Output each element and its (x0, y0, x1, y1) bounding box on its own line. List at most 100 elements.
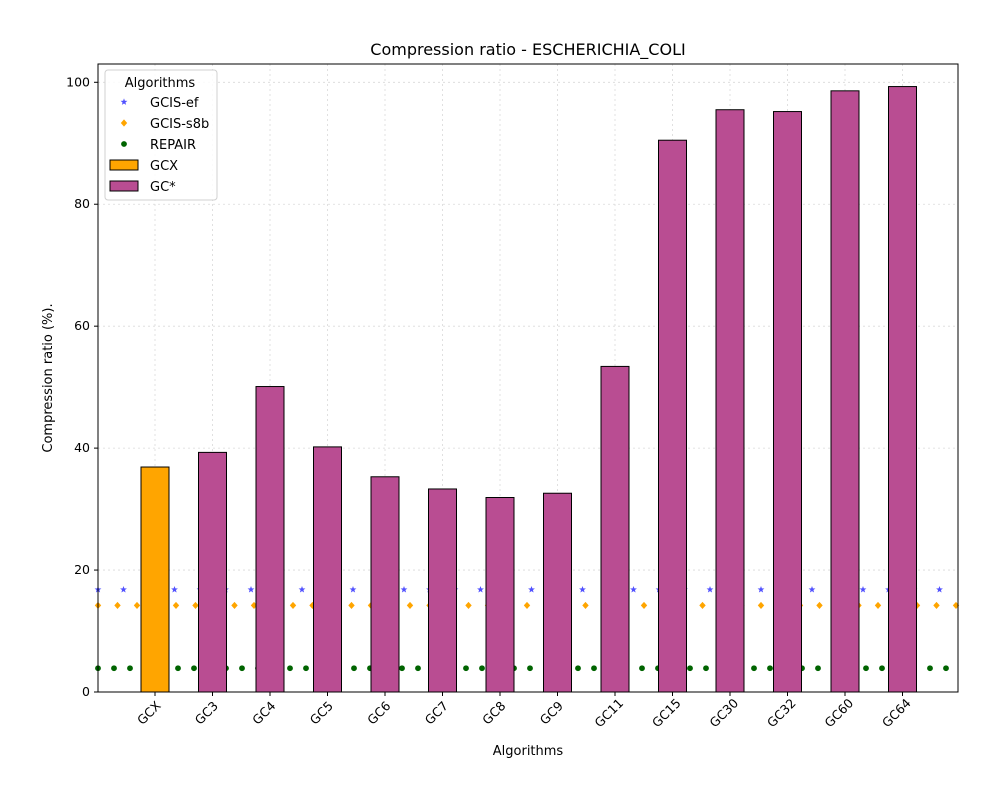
reference-marker (171, 585, 178, 593)
y-tick-label: 60 (74, 318, 90, 333)
reference-marker (351, 665, 357, 672)
bar (485, 497, 515, 693)
reference-marker (239, 665, 245, 672)
legend-label: GC* (150, 180, 176, 195)
legend-swatch (109, 159, 139, 171)
x-axis-label: Algorithms (493, 744, 564, 759)
reference-marker (111, 665, 117, 672)
reference-marker (289, 601, 297, 610)
x-tick-label: GC60 (821, 695, 856, 730)
reference-marker (933, 601, 940, 610)
reference-marker (465, 601, 472, 610)
reference-marker (120, 585, 127, 593)
bar (888, 86, 917, 693)
reference-marker (706, 585, 714, 593)
reference-marker (399, 665, 405, 672)
reference-marker (859, 585, 867, 593)
bar (830, 90, 860, 693)
reference-marker (479, 665, 485, 672)
legend-label: GCIS-s8b (150, 117, 209, 132)
reference-marker (175, 665, 181, 672)
y-tick-label: 0 (82, 684, 90, 699)
reference-marker (303, 665, 309, 672)
bar (313, 446, 342, 693)
legend-label: REPAIR (150, 138, 196, 153)
reference-marker (528, 585, 535, 593)
legend-title: Algorithms (125, 76, 196, 91)
reference-marker (639, 665, 645, 672)
reference-marker (816, 601, 823, 610)
x-tick-label: GC5 (307, 698, 336, 727)
x-axis: GCX GC3 GC4 GC5 GC6 GC7 GC8 GC9 GC11 GC15 GC30 GC32… (134, 692, 914, 730)
bar (198, 451, 227, 693)
reference-marker (575, 665, 581, 672)
x-tick-label: GC15 (649, 695, 684, 730)
plot-frame (97, 63, 959, 693)
reference-marker (400, 585, 408, 593)
chart-title: Compression ratio - ESCHERICHIA_COLI (370, 40, 685, 60)
x-tick-label: GC11 (591, 695, 626, 730)
x-tick-label: GC6 (364, 698, 393, 727)
reference-marker (943, 665, 949, 672)
reference-marker (127, 665, 133, 672)
reference-marker (879, 665, 885, 672)
x-tick-label: GC9 (537, 698, 566, 727)
reference-marker (863, 665, 869, 672)
x-tick-label: GC7 (422, 698, 451, 727)
reference-marker (191, 665, 197, 672)
reference-marker (192, 601, 199, 610)
y-tick-label: 20 (74, 562, 90, 577)
legend-label: GCX (150, 159, 178, 174)
reference-marker (477, 585, 484, 593)
reference-marker (287, 665, 293, 672)
reference-marker (415, 665, 421, 672)
x-tick-label: GCX (134, 698, 164, 728)
bar (370, 476, 400, 693)
x-tick-label: GC4 (249, 698, 278, 727)
reference-marker (808, 585, 816, 593)
legend-marker (120, 98, 128, 105)
reference-marker (172, 601, 180, 610)
reference-marker (630, 585, 637, 593)
reference-marker (757, 585, 765, 593)
y-tick-label: 100 (66, 74, 90, 89)
legend-swatch (109, 180, 139, 192)
reference-marker (463, 665, 469, 672)
x-tick-label: GC3 (192, 698, 221, 727)
reference-marker (406, 601, 414, 610)
reference-marker (699, 601, 706, 610)
bars (140, 86, 917, 693)
reference-marker (687, 665, 693, 672)
legend-marker (120, 119, 128, 127)
reference-marker (582, 601, 589, 610)
legend: Algorithms GCIS-ef GCIS-s8b REPAIR GCX GC* (104, 69, 218, 201)
bar (600, 365, 630, 693)
reference-marker (298, 585, 306, 593)
reference-marker (703, 665, 709, 672)
y-tick-label: 40 (74, 440, 90, 455)
bar (543, 492, 572, 693)
reference-marker (591, 665, 597, 672)
reference-marker (927, 665, 933, 672)
reference-marker (114, 601, 121, 610)
reference-marker (936, 585, 943, 593)
x-tick-label: GC64 (879, 695, 914, 730)
bar (773, 111, 802, 693)
reference-marker (349, 585, 357, 593)
x-tick-label: GC30 (706, 695, 741, 730)
reference-marker (640, 601, 648, 610)
y-axis-label: Compression ratio (%). (41, 303, 56, 452)
bar (428, 488, 457, 693)
reference-marker (579, 585, 586, 593)
reference-marker (527, 665, 533, 672)
reference-marker (247, 585, 255, 593)
x-tick-label: GC32 (764, 695, 799, 730)
bar (140, 466, 170, 693)
reference-marker (133, 601, 141, 610)
reference-marker (751, 665, 757, 672)
reference-marker (815, 665, 821, 672)
bar (715, 109, 745, 693)
reference-marker (757, 601, 765, 610)
y-tick-label: 80 (74, 196, 90, 211)
bar (658, 139, 687, 693)
